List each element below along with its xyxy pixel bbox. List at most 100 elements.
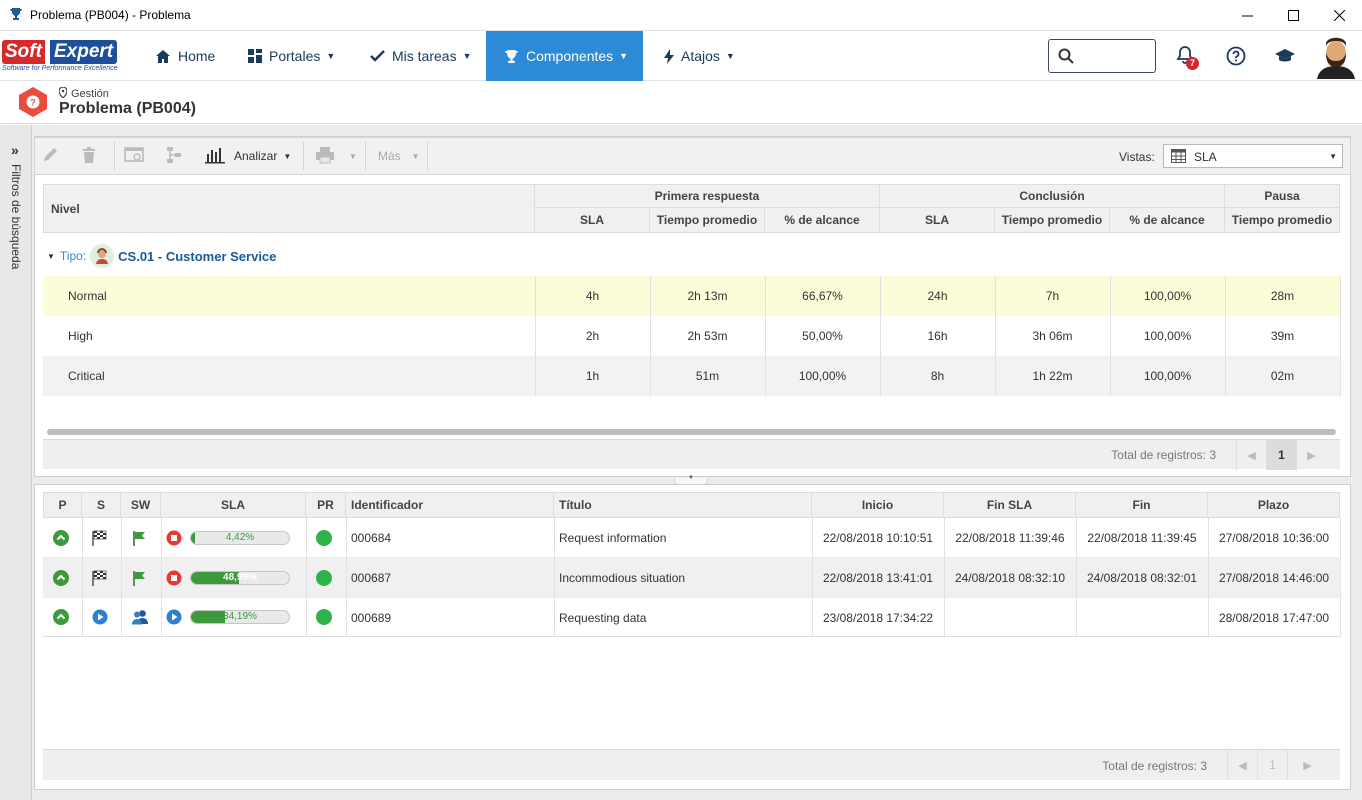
avatar[interactable] [1313,33,1359,79]
table-row[interactable]: Normal 4h 2h 13m 66,67% 24h 7h 100,00% 2… [43,276,1340,316]
column-divider [1225,276,1226,396]
col-pr[interactable]: PR [306,492,346,518]
views-select[interactable]: SLA ▼ [1163,144,1343,168]
workflow-button[interactable] [165,138,187,174]
caret-down-icon: ▼ [411,151,420,161]
page-header: ? Gestión Problema (PB004) [0,82,1362,124]
caret-down-icon: ▼ [326,51,336,61]
prev-page-button[interactable]: ◀ [1227,750,1257,780]
fin-cell: 24/08/2018 08:32:01 [1086,571,1198,585]
nav-componentes[interactable]: Componentes ▼ [486,31,643,81]
column-divider [765,276,766,396]
col-nivel[interactable]: Nivel [43,184,535,233]
flowchart-icon [165,146,183,167]
col-fr-sla[interactable]: SLA [535,208,650,233]
col-s[interactable]: S [82,492,121,518]
window-title: Problema (PB004) - Problema [30,8,191,22]
column-divider [82,518,83,637]
fin-cell: 22/08/2018 11:39:45 [1087,531,1197,545]
nav-atajos[interactable]: Atajos ▼ [650,31,749,81]
softexpert-logo[interactable]: Soft Expert Software for Performance Exc… [2,40,132,74]
c-avg-cell: 7h [1045,289,1060,303]
fr-sla-cell: 4h [585,289,600,303]
location-pin-icon [58,86,68,101]
table-row[interactable]: 48,99% 000687 Incommodious situation 22/… [43,558,1340,598]
delete-button[interactable] [80,138,102,174]
table-row[interactable]: High 2h 2h 53m 50,00% 16h 3h 06m 100,00%… [43,316,1340,356]
search-filters-sidebar[interactable]: » Filtros de búsqueda [0,125,32,800]
analyze-button[interactable]: Analizar ▼ [205,138,291,174]
column-divider [161,518,162,637]
col-fr-avg[interactable]: Tiempo promedio [650,208,765,233]
nav-home[interactable]: Home [142,31,228,81]
fin-sla-cell [944,598,1076,637]
column-divider [306,518,307,637]
page-number-button[interactable]: 1 [1257,750,1287,780]
c-sla-cell: 24h [927,289,948,303]
col-p[interactable]: P [43,492,82,518]
plazo-cell: 28/08/2018 17:47:00 [1218,610,1330,625]
page-number-button[interactable]: 1 [1266,440,1296,470]
col-fin[interactable]: Fin [1076,492,1208,518]
group-type-value: CS.01 - Customer Service [118,248,277,264]
problem-hexagon-icon: ? [17,86,49,118]
expand-chevrons-icon[interactable]: » [11,142,19,158]
minimize-button[interactable] [1224,0,1270,31]
col-sw[interactable]: SW [121,492,161,518]
column-divider [346,518,347,637]
print-button[interactable]: ▼ [315,138,357,174]
graduation-cap-icon[interactable] [1275,48,1295,67]
col-p-avg[interactable]: Tiempo promedio [1225,208,1340,233]
col-sla[interactable]: SLA [161,492,306,518]
col-inicio[interactable]: Inicio [812,492,944,518]
more-button[interactable]: Más ▼ [378,138,420,174]
toolbar: Analizar ▼ ▼ Más ▼ Vistas: SLA ▼ [34,137,1351,175]
maximize-button[interactable] [1270,0,1316,31]
col-c-reach[interactable]: % de alcance [1110,208,1225,233]
column-divider [944,518,945,637]
prev-page-button[interactable]: ◀ [1236,440,1266,470]
sla-progress-bar: 48,99% [190,571,290,585]
c-reach-cell: 100,00% [1143,369,1192,383]
nav-portales[interactable]: Portales ▼ [234,31,349,81]
group-row[interactable]: ▼ Tipo: CS.01 - Customer Service [43,236,1340,276]
col-titulo[interactable]: Título [554,492,812,518]
horizontal-scrollbar[interactable] [47,429,1336,435]
table-row[interactable]: 34,19% 000689 Requesting data 23/08/2018… [43,598,1340,637]
col-fin-sla[interactable]: Fin SLA [944,492,1076,518]
pr-status-dot [316,530,332,546]
close-button[interactable] [1316,0,1362,31]
col-identificador[interactable]: Identificador [346,492,554,518]
grid-footer: Total de registros: 3 ◀ 1 ▶ [43,439,1340,470]
col-c-avg[interactable]: Tiempo promedio [995,208,1110,233]
green-flag-icon [131,570,147,589]
notifications-button[interactable]: 7 [1175,45,1199,70]
column-divider [1340,276,1341,396]
c-avg-cell: 3h 06m [1032,329,1073,343]
priority-up-icon [53,530,69,549]
start-cell: 22/08/2018 10:10:51 [822,531,934,545]
collapse-triangle-icon[interactable]: ▼ [47,251,55,261]
search-input[interactable] [1048,39,1156,73]
col-plazo[interactable]: Plazo [1208,492,1340,518]
view-button[interactable] [124,138,146,174]
next-page-button[interactable]: ▶ [1296,440,1326,470]
trophy-icon [9,7,23,24]
c-sla-cell: 8h [930,369,945,383]
table-row[interactable]: 4,42% 000684 Request information 22/08/2… [43,518,1340,558]
level-cell: Critical [68,369,105,383]
breadcrumb[interactable]: Gestión [58,86,109,101]
nav-mis-tareas[interactable]: Mis tareas ▼ [356,31,486,81]
column-divider [535,276,536,396]
bolt-icon [664,48,674,64]
toolbar-separator [365,142,366,170]
next-page-button[interactable]: ▶ [1287,750,1327,780]
sla-progress-fill [191,611,225,623]
table-row[interactable]: Critical 1h 51m 100,00% 8h 1h 22m 100,00… [43,356,1340,396]
edit-button[interactable] [41,138,63,174]
col-fr-reach[interactable]: % de alcance [765,208,880,233]
help-icon[interactable] [1226,46,1246,69]
fr-reach-cell: 100,00% [798,369,847,383]
col-c-sla[interactable]: SLA [880,208,995,233]
svg-text:?: ? [30,98,36,108]
